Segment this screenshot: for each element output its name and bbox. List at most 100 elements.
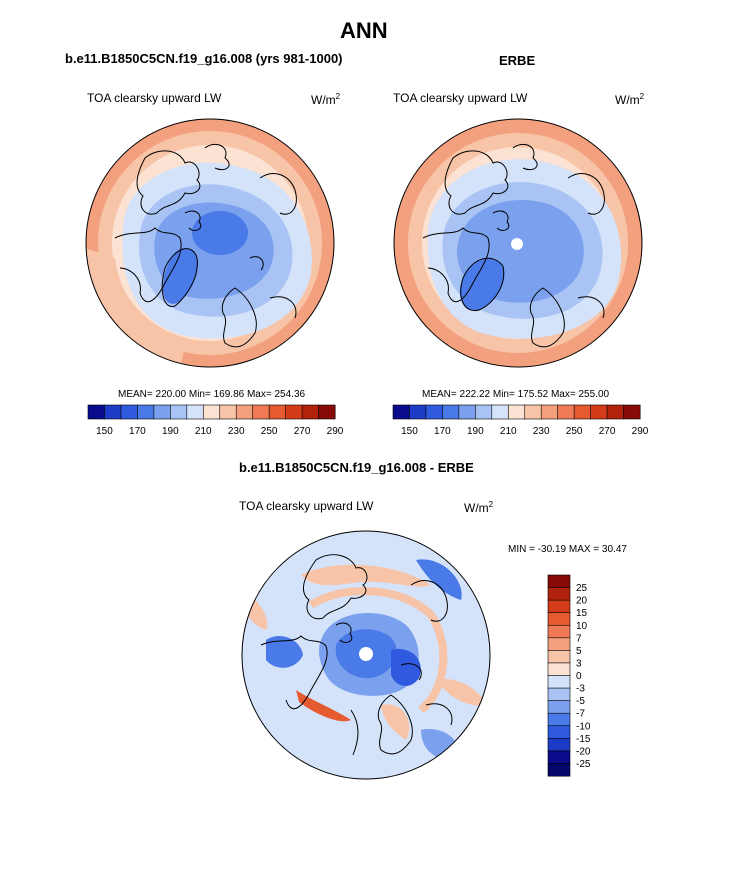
diff-colorbar-tick-label: -3 xyxy=(576,684,585,695)
right-polar-map xyxy=(393,118,643,368)
right-colorbar-tick-label: 290 xyxy=(632,426,649,437)
left-map-coastlines xyxy=(114,143,297,348)
right-colorbar-swatch xyxy=(590,404,608,420)
left-colorbar-swatch xyxy=(153,404,171,420)
diff-colorbar-tick-label: 20 xyxy=(576,596,588,607)
diff-map-warm-north xyxy=(301,564,431,587)
right-colorbar-tick-label: 150 xyxy=(401,426,418,437)
right-colorbar-tick-label: 230 xyxy=(533,426,550,437)
right-colorbar-swatch xyxy=(475,404,493,420)
right-colorbar-swatch xyxy=(606,404,625,420)
right-colorbar: 150 170 190 210 230 250 270 290 xyxy=(392,404,649,437)
right-colorbar-tick-label: 250 xyxy=(566,426,583,437)
left-polar-map xyxy=(85,118,335,368)
diff-colorbar-swatch xyxy=(547,675,571,689)
diff-colorbar-swatch xyxy=(547,662,571,677)
diff-map-cool-greenland xyxy=(266,635,303,668)
diff-colorbar-tick-label: 0 xyxy=(576,671,582,682)
diff-colorbar-swatch xyxy=(547,574,571,589)
diff-colorbar-swatch xyxy=(547,738,571,752)
diff-field-label: TOA clearsky upward LW xyxy=(239,499,374,513)
right-colorbar-tick-label: 190 xyxy=(467,426,484,437)
left-colorbar-swatch xyxy=(285,404,303,420)
right-colorbar-swatch xyxy=(442,404,460,420)
right-colorbar-swatch xyxy=(392,404,410,420)
diff-colorbar-tick-label: 25 xyxy=(576,583,588,594)
diff-colorbar-tick-label: 7 xyxy=(576,633,582,644)
diff-polar-map xyxy=(241,530,491,780)
diff-map-cool-ne xyxy=(416,559,462,600)
right-case-title: ERBE xyxy=(499,53,536,68)
diff-colorbar-swatch xyxy=(547,624,571,639)
diff-colorbar-tick-label: 15 xyxy=(576,608,588,619)
left-colorbar-swatches xyxy=(87,404,336,420)
diff-colorbar-swatch xyxy=(547,599,571,614)
diff-colorbar-swatch xyxy=(547,612,571,626)
diff-colorbar-tick-label: -20 xyxy=(576,746,591,757)
left-colorbar-swatch xyxy=(120,404,138,420)
diff-colorbar-swatch xyxy=(547,700,571,714)
diff-colorbar-swatch xyxy=(547,587,571,601)
diff-colorbar-tick-label: -15 xyxy=(576,734,591,745)
left-colorbar-tick-label: 150 xyxy=(96,426,113,437)
right-colorbar-swatch xyxy=(623,404,641,420)
right-colorbar-tick-label: 210 xyxy=(500,426,517,437)
diff-colorbar-swatch xyxy=(547,637,571,651)
left-colorbar-tick-label: 270 xyxy=(294,426,311,437)
left-colorbar-swatch xyxy=(104,404,122,420)
diff-colorbar-swatch xyxy=(547,763,571,777)
right-colorbar-swatch xyxy=(524,404,542,420)
left-colorbar-tick-label: 210 xyxy=(195,426,212,437)
left-case-title: b.e11.B1850C5CN.f19_g16.008 (yrs 981-100… xyxy=(65,51,343,66)
right-colorbar-swatch xyxy=(409,404,427,420)
diff-colorbar-swatch xyxy=(547,650,571,664)
diff-map-warm-southeast xyxy=(436,679,486,706)
right-colorbar-swatch xyxy=(573,404,592,420)
right-colorbar-swatches xyxy=(392,404,641,420)
right-map-pole xyxy=(511,238,523,250)
diff-map-boundary xyxy=(241,530,491,780)
left-field-label: TOA clearsky upward LW xyxy=(87,91,222,105)
diff-colorbar-swatch xyxy=(547,750,571,764)
right-colorbar-tick-label: 170 xyxy=(434,426,451,437)
left-colorbar-tick-label: 290 xyxy=(327,426,344,437)
left-colorbar: 150 170 190 210 230 250 270 290 xyxy=(87,404,344,437)
left-map-boundary xyxy=(85,118,335,368)
diff-colorbar-tick-label: -10 xyxy=(576,721,591,732)
left-colorbar-swatch xyxy=(87,404,105,420)
diff-map-warm-africa xyxy=(381,704,410,740)
diff-colorbar-tick-label: 5 xyxy=(576,646,582,657)
diff-colorbar-tick-label: 10 xyxy=(576,621,588,632)
right-colorbar-swatch xyxy=(507,404,526,420)
left-stats: MEAN= 220.00 Min= 169.86 Max= 254.36 xyxy=(118,389,306,400)
diff-units-label: W/m2 xyxy=(464,500,494,515)
right-colorbar-swatch xyxy=(425,404,443,420)
diff-colorbar-swatch xyxy=(547,725,571,739)
left-colorbar-swatch xyxy=(268,404,287,420)
left-colorbar-swatch xyxy=(219,404,237,420)
left-colorbar-tick-label: 190 xyxy=(162,426,179,437)
diff-colorbar-tick-label: 3 xyxy=(576,658,582,669)
right-stats: MEAN= 222.22 Min= 175.52 Max= 255.00 xyxy=(422,389,610,400)
diff-map-cool-east xyxy=(391,649,421,686)
diff-colorbar-swatch xyxy=(547,712,571,727)
right-colorbar-swatch xyxy=(458,404,476,420)
left-colorbar-swatch xyxy=(202,404,221,420)
diff-colorbar-swatch xyxy=(547,687,571,702)
diff-map-pole xyxy=(359,647,373,661)
diff-map-ring xyxy=(308,587,448,714)
diff-colorbar-tick-label: -7 xyxy=(576,709,585,720)
left-colorbar-tick-label: 250 xyxy=(261,426,278,437)
right-field-label: TOA clearsky upward LW xyxy=(393,91,528,105)
left-colorbar-ticks: 150 170 190 210 230 250 270 290 xyxy=(96,426,344,437)
left-colorbar-swatch xyxy=(137,404,155,420)
right-colorbar-swatch xyxy=(557,404,575,420)
right-colorbar-ticks: 150 170 190 210 230 250 270 290 xyxy=(401,426,649,437)
left-colorbar-swatch xyxy=(301,404,320,420)
left-colorbar-tick-label: 230 xyxy=(228,426,245,437)
diff-colorbar-swatches xyxy=(547,574,571,777)
diff-map-warm-himalaya xyxy=(296,690,351,722)
left-colorbar-swatch xyxy=(252,404,270,420)
